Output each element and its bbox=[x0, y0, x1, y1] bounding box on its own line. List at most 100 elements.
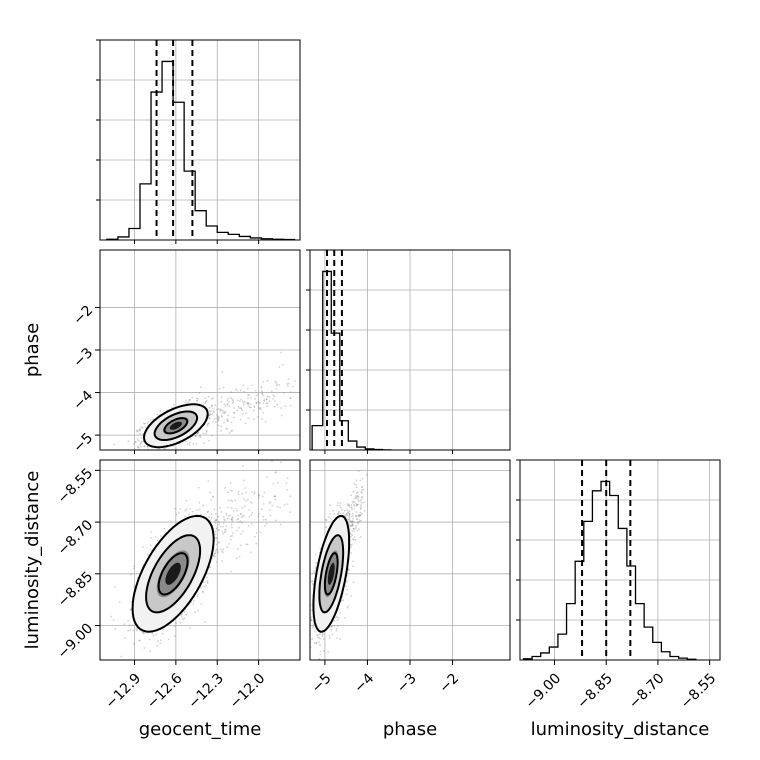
sample-point bbox=[214, 404, 217, 407]
sample-point bbox=[355, 505, 358, 507]
sample-point bbox=[261, 495, 264, 498]
sample-point bbox=[185, 508, 188, 511]
sample-point bbox=[361, 512, 363, 515]
sample-point bbox=[144, 426, 147, 429]
sample-point bbox=[136, 430, 139, 433]
sample-point bbox=[230, 523, 233, 526]
sample-point bbox=[248, 406, 251, 409]
sample-point bbox=[352, 527, 355, 530]
sample-point bbox=[232, 399, 234, 402]
sample-point bbox=[150, 531, 153, 533]
sample-point bbox=[253, 493, 256, 495]
sample-point bbox=[349, 513, 351, 516]
sample-point bbox=[283, 392, 285, 394]
sample-point bbox=[185, 499, 188, 502]
sample-point bbox=[289, 495, 292, 498]
sample-point bbox=[260, 387, 263, 389]
sample-point bbox=[211, 413, 214, 415]
sample-point bbox=[275, 382, 277, 384]
histogram-luminosity_distance bbox=[516, 459, 721, 661]
sample-point bbox=[255, 542, 258, 545]
sample-point bbox=[329, 512, 331, 515]
sample-point bbox=[354, 515, 357, 517]
sample-point bbox=[242, 413, 244, 416]
sample-point bbox=[359, 514, 362, 516]
sample-point bbox=[276, 505, 279, 508]
sample-point bbox=[230, 518, 233, 520]
sample-point bbox=[201, 590, 204, 593]
sample-point bbox=[232, 416, 235, 419]
sample-point bbox=[202, 504, 205, 507]
sample-point bbox=[274, 498, 277, 501]
sample-point bbox=[272, 398, 274, 400]
sample-point bbox=[157, 640, 160, 643]
sample-point bbox=[310, 618, 313, 621]
sample-point bbox=[350, 552, 353, 554]
sample-point bbox=[127, 620, 129, 622]
sample-point bbox=[336, 615, 338, 618]
sample-point bbox=[217, 420, 220, 422]
sample-point bbox=[220, 409, 223, 411]
sample-point bbox=[139, 444, 142, 446]
sample-point bbox=[222, 525, 225, 528]
sample-point bbox=[355, 479, 358, 482]
sample-point bbox=[292, 385, 294, 388]
sample-point bbox=[274, 519, 277, 522]
sample-point bbox=[236, 529, 238, 532]
sample-point bbox=[310, 580, 313, 583]
sample-point bbox=[227, 397, 230, 400]
sample-point bbox=[200, 386, 202, 389]
sample-point bbox=[199, 434, 202, 436]
x-tick-label: −12.0 bbox=[227, 670, 269, 712]
sample-point bbox=[357, 495, 360, 498]
sample-point bbox=[308, 620, 310, 622]
sample-point bbox=[133, 567, 135, 570]
sample-point bbox=[225, 525, 228, 527]
sample-point bbox=[255, 401, 258, 404]
sample-point bbox=[354, 496, 357, 499]
sample-point bbox=[251, 491, 254, 493]
x-tick-label: −12.3 bbox=[185, 670, 227, 712]
sample-point bbox=[185, 613, 188, 616]
sample-point bbox=[136, 628, 139, 630]
sample-point bbox=[214, 533, 217, 536]
sample-point bbox=[114, 627, 117, 630]
sample-point bbox=[261, 392, 264, 395]
sample-point bbox=[349, 524, 352, 527]
sample-point bbox=[235, 557, 238, 560]
sample-point bbox=[286, 384, 289, 387]
sample-point bbox=[237, 490, 240, 493]
sample-point bbox=[344, 617, 346, 619]
sample-point bbox=[319, 637, 321, 640]
sample-point bbox=[275, 388, 278, 390]
sample-point bbox=[310, 618, 313, 621]
sample-point bbox=[197, 398, 199, 400]
sample-point bbox=[133, 442, 135, 445]
sample-point bbox=[205, 584, 207, 587]
sample-point bbox=[253, 405, 256, 408]
sample-point bbox=[195, 397, 198, 400]
sample-point bbox=[221, 371, 224, 373]
sample-point bbox=[360, 501, 363, 504]
inner-ticks bbox=[324, 450, 454, 454]
sample-point bbox=[350, 546, 352, 549]
sample-point bbox=[353, 536, 356, 538]
sample-point bbox=[220, 511, 223, 513]
sample-point bbox=[135, 627, 138, 630]
sample-point bbox=[146, 422, 149, 425]
sample-point bbox=[214, 518, 217, 521]
sample-point bbox=[338, 510, 340, 513]
sample-point bbox=[205, 399, 208, 402]
sample-point bbox=[348, 516, 350, 518]
sample-point bbox=[218, 529, 220, 532]
sample-point bbox=[280, 414, 283, 417]
sample-point bbox=[240, 407, 243, 409]
sample-point bbox=[262, 394, 265, 397]
x-tick-label: −2 bbox=[436, 670, 462, 696]
sample-point bbox=[224, 486, 227, 489]
sample-point bbox=[240, 521, 243, 524]
sample-point bbox=[354, 539, 357, 541]
sample-point bbox=[261, 418, 263, 420]
